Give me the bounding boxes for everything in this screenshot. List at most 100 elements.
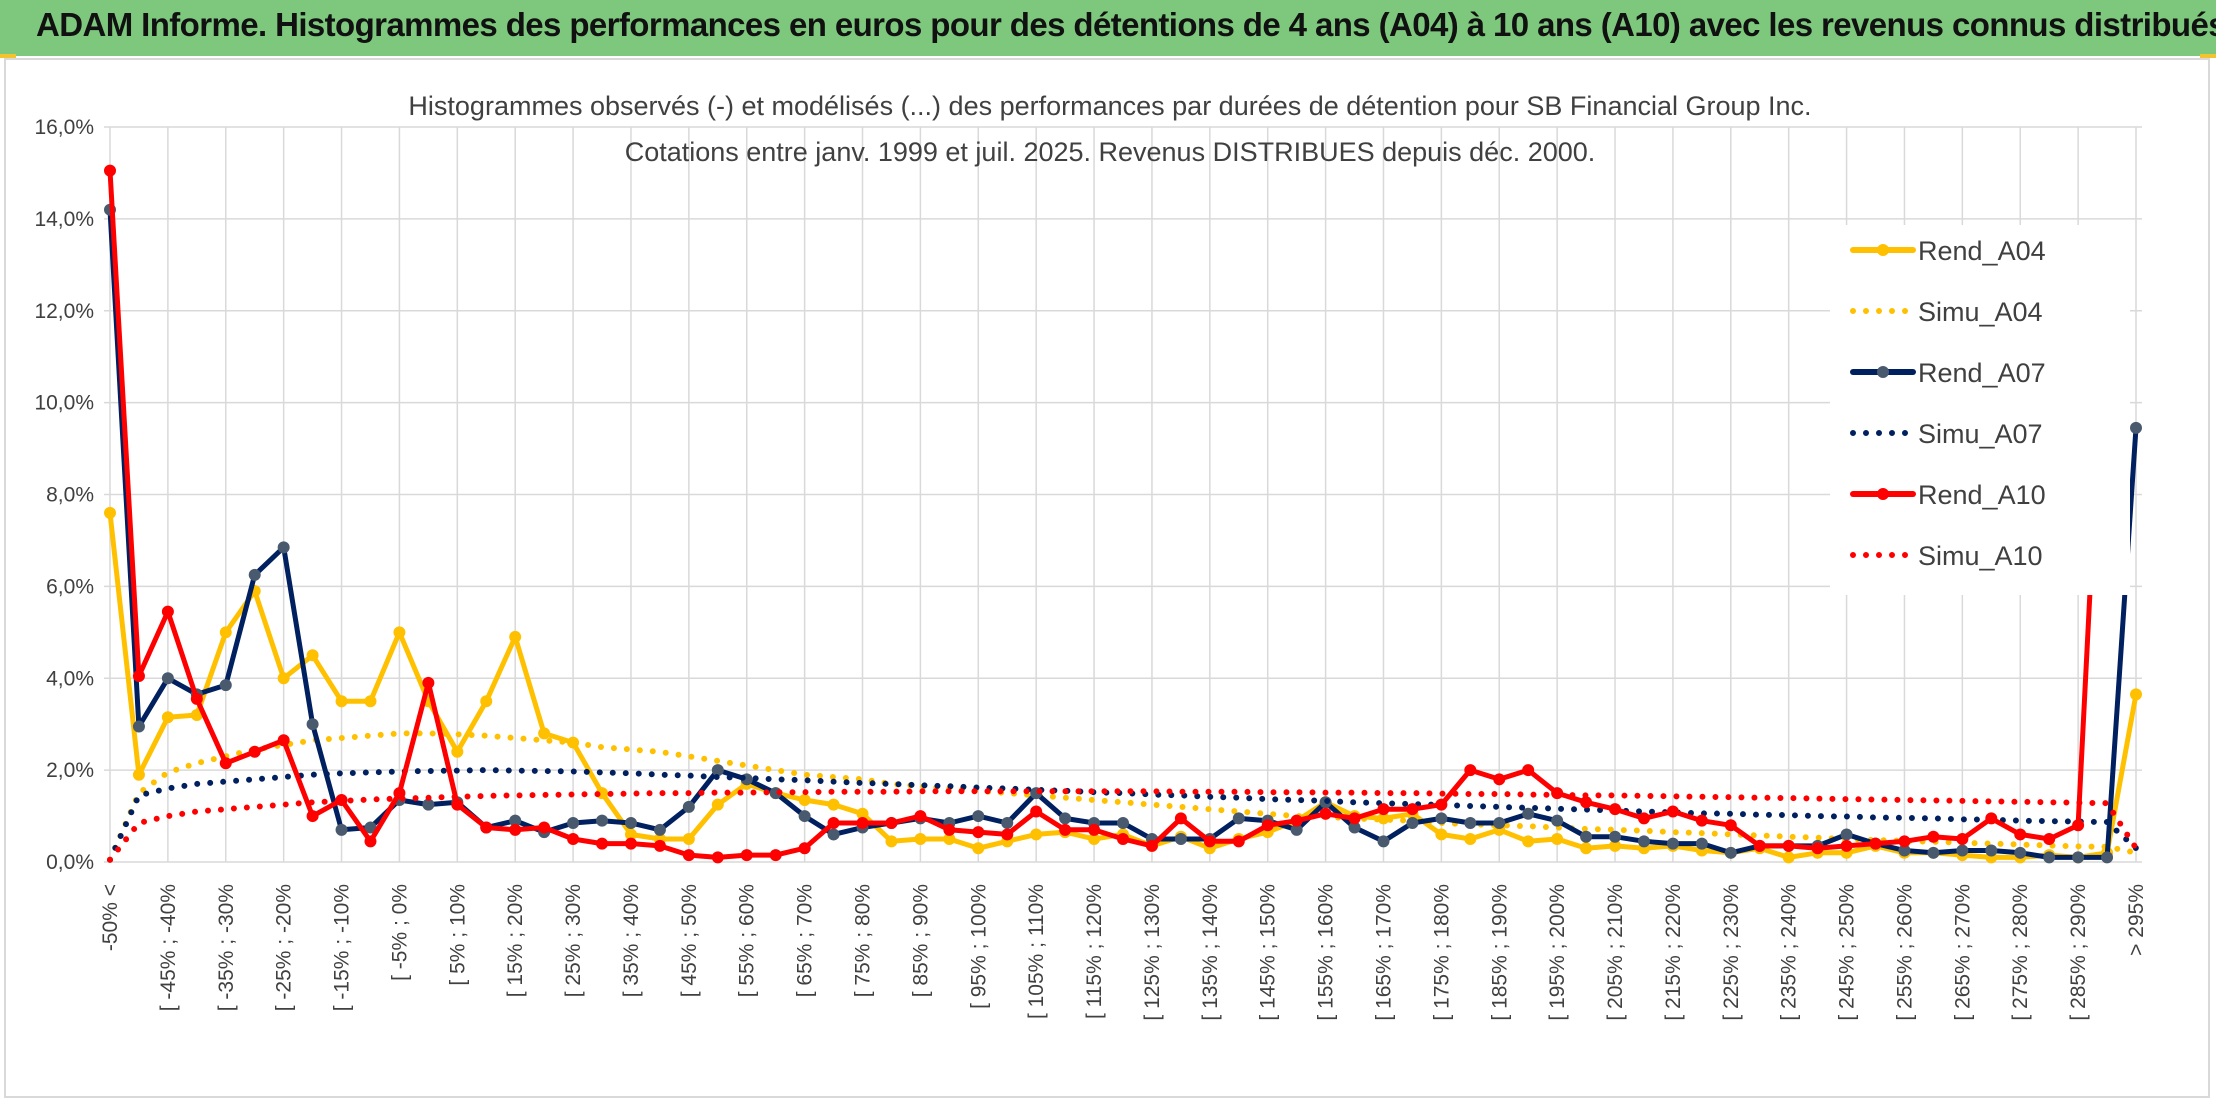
x-tick-label: [ 285% ; 290% [2067,884,2090,1021]
point-rend-a04 [827,798,840,811]
point-rend-a10 [1203,835,1216,848]
point-rend-a10 [1637,812,1650,825]
point-rend-a04 [132,768,145,781]
point-rend-a10 [1522,764,1535,777]
x-tick-label: [ 175% ; 180% [1430,884,1453,1021]
x-tick-label: [ -35% ; -30% [215,884,238,1011]
x-tick-label: [ 165% ; 170% [1372,884,1395,1021]
point-rend-a10 [1898,835,1911,848]
point-rend-a10 [104,164,116,177]
point-rend-a04 [1464,833,1477,846]
point-rend-a04 [1030,828,1043,841]
point-rend-a04 [972,842,985,855]
point-rend-a04 [914,833,927,846]
x-tick-label: -50% < [99,884,122,951]
point-rend-a07 [132,720,145,733]
point-rend-a10 [567,833,580,846]
y-tick-label: 4,0% [46,667,94,690]
x-tick-label: [ 235% ; 240% [1778,884,1801,1021]
point-rend-a04 [393,626,406,639]
point-rend-a04 [104,506,116,519]
point-rend-a10 [509,823,522,836]
point-rend-a10 [1811,842,1824,855]
x-tick-label: [ 155% ; 160% [1315,884,1338,1021]
point-rend-a04 [1580,842,1593,855]
point-rend-a10 [1001,828,1014,841]
point-rend-a10 [1695,814,1708,827]
y-axis-labels: 0,0% 2,0% 4,0% 6,0% 8,0% 10,0% 12,0% 14,0% 16,0% [34,116,94,874]
point-rend-a04 [711,798,724,811]
y-tick-label: 0,0% [46,851,94,874]
point-rend-a10 [827,816,840,829]
series-lines [104,164,2142,864]
x-tick-label: [ 265% ; 270% [1951,884,1974,1021]
point-rend-a07 [335,823,348,836]
point-rend-a04 [509,630,522,643]
point-rend-a07 [1724,846,1737,859]
point-rend-a07 [682,800,695,813]
point-rend-a10 [1464,764,1477,777]
point-rend-a10 [624,837,637,850]
point-rend-a10 [2072,819,2085,832]
corner-accent-left [0,54,16,58]
point-rend-a07 [1551,814,1564,827]
point-rend-a07 [567,816,580,829]
y-tick-label: 8,0% [46,484,94,507]
point-rend-a10 [1927,830,1940,843]
point-rend-a10 [480,821,493,834]
point-rend-a07 [2130,421,2142,434]
x-tick-label: [ -5% ; 0% [388,884,411,981]
point-rend-a07 [277,541,290,554]
x-tick-label: [ 195% ; 200% [1546,884,1569,1021]
legend-label: Rend_A04 [1918,236,2046,266]
point-rend-a07 [711,764,724,777]
x-tick-label: [ 125% ; 130% [1141,884,1164,1021]
point-rend-a04 [161,711,174,724]
x-tick-label: [ 45% ; 50% [678,884,701,997]
point-rend-a04 [335,695,348,708]
point-rend-a10 [1666,805,1679,818]
x-tick-label: [ 225% ; 230% [1720,884,1743,1021]
point-rend-a07 [1232,812,1245,825]
point-rend-a10 [596,837,609,850]
point-rend-a07 [972,810,985,823]
point-rend-a10 [653,839,666,852]
point-rend-a10 [711,851,724,864]
point-rend-a10 [364,835,377,848]
legend-label: Simu_A10 [1918,541,2043,571]
banner: ADAM Informe. Histogrammes des performan… [0,0,2216,56]
point-rend-a07 [1840,828,1853,841]
point-rend-a10 [1580,796,1593,809]
point-rend-a07 [248,568,261,581]
legend-label: Rend_A10 [1918,480,2046,510]
point-rend-a10 [1232,835,1245,848]
point-rend-a07 [1493,816,1506,829]
point-rend-a10 [451,798,464,811]
point-rend-a10 [1724,819,1737,832]
legend-marker [1877,366,1889,378]
point-rend-a10 [1319,807,1332,820]
point-rend-a10 [2014,828,2027,841]
x-tick-label: [ 115% ; 120% [1083,884,1106,1019]
point-rend-a04 [480,695,493,708]
x-tick-label: [ -15% ; -10% [331,884,354,1011]
point-rend-a10 [1869,837,1882,850]
point-rend-a10 [885,816,898,829]
x-tick-label: [ 5% ; 10% [446,884,469,986]
point-rend-a10 [1290,814,1303,827]
point-rend-a10 [1493,773,1506,786]
point-rend-a07 [624,816,637,829]
point-rend-a04 [1551,833,1564,846]
point-rend-a10 [132,669,145,682]
x-tick-label: [ 95% ; 100% [967,884,990,1009]
legend-marker [1877,488,1889,500]
point-rend-a07 [653,823,666,836]
point-rend-a10 [740,849,753,862]
y-tick-label: 6,0% [46,575,94,598]
point-rend-a04 [682,833,695,846]
point-rend-a10 [1261,819,1274,832]
y-tick-label: 14,0% [34,208,94,231]
point-rend-a07 [1609,830,1622,843]
point-rend-a07 [306,718,319,731]
point-rend-a07 [422,798,435,811]
